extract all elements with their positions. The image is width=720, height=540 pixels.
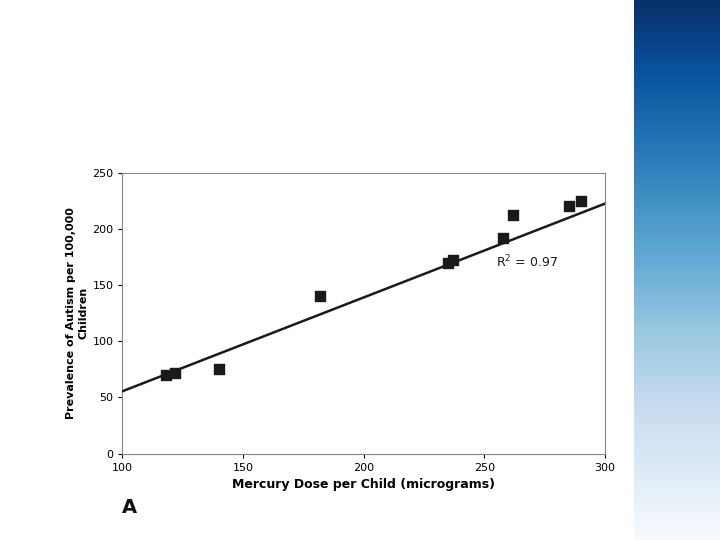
Y-axis label: Prevalence of Autism per 100,000
Children: Prevalence of Autism per 100,000 Childre… xyxy=(66,207,88,419)
Text: Effect of mercury dose on
autism incidence in the USA: Effect of mercury dose on autism inciden… xyxy=(94,42,554,109)
Point xyxy=(508,211,519,220)
Text: R$^2$ = 0.97: R$^2$ = 0.97 xyxy=(496,254,558,271)
X-axis label: Mercury Dose per Child (micrograms): Mercury Dose per Child (micrograms) xyxy=(232,478,495,491)
Point xyxy=(315,292,326,301)
Point xyxy=(498,234,509,242)
Point xyxy=(160,370,171,379)
Text: A: A xyxy=(122,498,138,517)
Point xyxy=(213,365,225,374)
Point xyxy=(563,202,575,211)
Point xyxy=(442,258,454,267)
Point xyxy=(447,256,459,265)
Point xyxy=(575,197,587,205)
Point xyxy=(170,368,181,377)
